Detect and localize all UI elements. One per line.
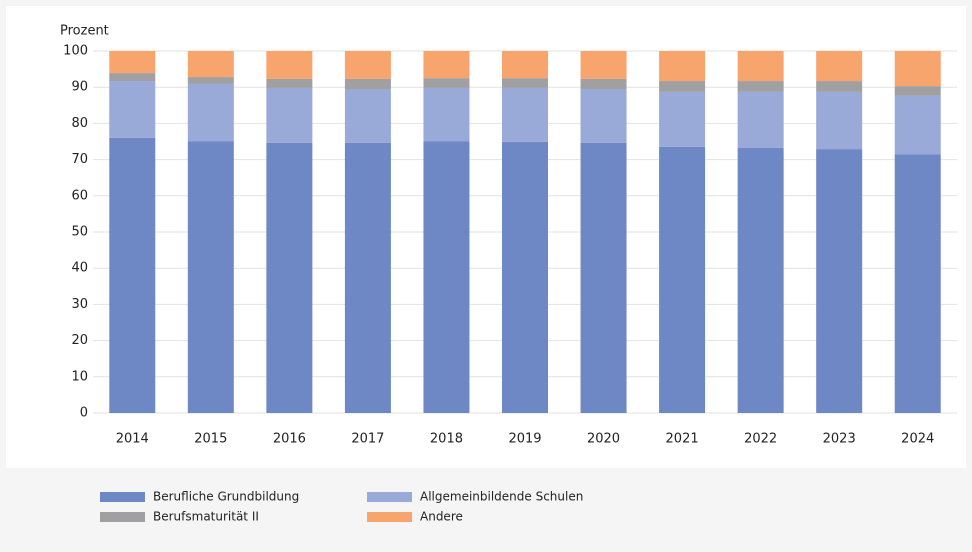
- y-tick-label: 20: [71, 333, 88, 348]
- legend-swatch: [367, 492, 412, 502]
- bar-segment: [109, 73, 156, 82]
- bar-segment: [109, 81, 156, 138]
- y-axis-label: Prozent: [60, 24, 109, 39]
- bar-segment: [187, 51, 234, 78]
- x-tick-label: 2023: [823, 432, 856, 447]
- bar-segment: [580, 89, 627, 143]
- bar-segment: [894, 86, 941, 96]
- bar-segment: [580, 142, 627, 413]
- y-tick-label: 100: [63, 44, 88, 59]
- bar-segment: [266, 51, 313, 79]
- bar-segment: [580, 78, 627, 90]
- x-tick-label: 2019: [508, 432, 541, 447]
- bar-segment: [344, 142, 391, 413]
- bar-segment: [894, 154, 941, 414]
- y-tick-label: 10: [71, 369, 88, 384]
- bar-segment: [423, 141, 470, 413]
- y-tick-label: 50: [71, 225, 88, 240]
- legend-label: Allgemeinbildende Schulen: [420, 490, 583, 504]
- bar-segment: [344, 89, 391, 143]
- x-tick-label: 2015: [194, 432, 227, 447]
- bar-segment: [737, 51, 784, 82]
- x-tick-label: 2018: [430, 432, 463, 447]
- bar-segment: [502, 141, 548, 413]
- y-tick-label: 30: [71, 297, 88, 312]
- bar-segment: [423, 87, 470, 142]
- bar-segment: [894, 95, 941, 155]
- x-tick-label: 2021: [666, 432, 699, 447]
- x-tick-label: 2014: [116, 432, 149, 447]
- plot-panel: [6, 6, 966, 468]
- legend-swatch: [100, 492, 145, 502]
- legend-label: Berufsmaturität II: [153, 510, 259, 524]
- bar-segment: [109, 51, 156, 74]
- bar-segment: [266, 142, 313, 413]
- bar-segment: [344, 51, 391, 79]
- bar-segment: [816, 51, 863, 82]
- bar-segment: [344, 78, 391, 90]
- bar-segment: [737, 91, 784, 149]
- y-tick-label: 70: [71, 152, 88, 167]
- bar-segment: [659, 51, 706, 82]
- bar-segment: [659, 81, 706, 92]
- y-tick-label: 90: [71, 80, 88, 95]
- bar-segment: [266, 87, 313, 143]
- bar-segment: [502, 87, 548, 142]
- x-tick-label: 2020: [587, 432, 620, 447]
- bar-segment: [187, 83, 234, 142]
- bar-segment: [266, 78, 313, 88]
- bar-segment: [737, 81, 784, 92]
- y-tick-label: 80: [71, 116, 88, 131]
- bar-segment: [580, 51, 627, 79]
- bar-segment: [816, 91, 863, 150]
- x-tick-label: 2017: [351, 432, 384, 447]
- y-tick-label: 40: [71, 261, 88, 276]
- bar-segment: [502, 51, 548, 79]
- legend-label: Andere: [420, 510, 463, 524]
- x-tick-label: 2022: [744, 432, 777, 447]
- bar-segment: [816, 81, 863, 92]
- x-tick-label: 2016: [273, 432, 306, 447]
- legend-label: Berufliche Grundbildung: [153, 490, 299, 504]
- bar-segment: [659, 91, 706, 147]
- bar-segment: [737, 148, 784, 414]
- bar-segment: [423, 51, 470, 79]
- x-tick-label: 2024: [901, 432, 934, 447]
- bar-segment: [659, 146, 706, 413]
- bar-segment: [187, 141, 234, 413]
- bar-segment: [109, 137, 156, 413]
- bar-segment: [423, 78, 470, 88]
- bar-segment: [187, 77, 234, 84]
- y-tick-label: 60: [71, 188, 88, 203]
- y-tick-label: 0: [80, 406, 88, 421]
- bar-segment: [894, 51, 941, 87]
- legend-swatch: [100, 512, 145, 522]
- bar-segment: [502, 78, 548, 88]
- bar-segment: [816, 149, 863, 414]
- legend-swatch: [367, 512, 412, 522]
